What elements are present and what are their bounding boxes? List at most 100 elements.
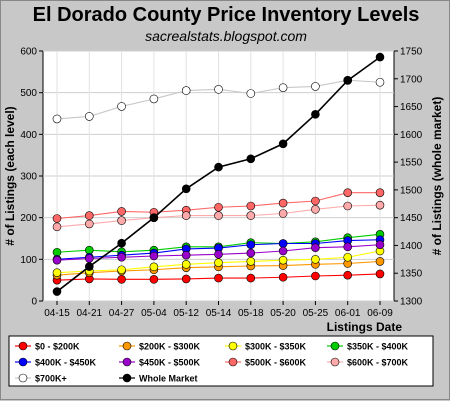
- y-right-tick-label: 1500: [400, 185, 423, 196]
- y-right-tick-label: 1350: [400, 269, 423, 280]
- data-point: [52, 268, 62, 277]
- y-right-tick-label: 1600: [400, 130, 423, 141]
- data-point: [214, 211, 223, 220]
- data-point: [117, 252, 126, 262]
- data-point: [278, 255, 288, 265]
- x-tick-label: 04-27: [109, 308, 135, 319]
- legend-swatch-marker: [18, 341, 28, 351]
- data-point: [85, 262, 94, 271]
- data-point: [311, 205, 320, 214]
- y-right-tick-label: 1750: [400, 47, 423, 58]
- data-point: [117, 102, 126, 111]
- data-point: [375, 240, 385, 250]
- data-point: [278, 239, 288, 248]
- data-point: [149, 251, 159, 261]
- data-point: [181, 250, 191, 260]
- legend-label: $0 - $200K: [35, 342, 80, 352]
- data-point: [278, 83, 288, 92]
- data-point: [117, 207, 126, 216]
- data-point: [117, 265, 126, 275]
- y-left-tick-label: 300: [20, 172, 37, 183]
- y-left-tick-label: 0: [31, 297, 37, 308]
- data-point: [52, 222, 62, 232]
- data-point: [278, 272, 288, 282]
- data-point: [278, 198, 288, 208]
- data-point: [117, 275, 126, 284]
- legend-swatch-marker: [228, 341, 238, 351]
- data-point: [246, 273, 256, 283]
- legend-label: $200K - $300K: [139, 342, 201, 352]
- data-point: [214, 85, 223, 94]
- data-point: [311, 255, 320, 264]
- data-point: [149, 262, 159, 272]
- legend-swatch-marker: [122, 357, 132, 367]
- data-point: [214, 273, 223, 283]
- data-point: [246, 201, 256, 211]
- data-point: [343, 270, 353, 280]
- data-point: [246, 154, 256, 164]
- legend-label: Whole Market: [139, 374, 198, 384]
- data-point: [52, 214, 62, 223]
- data-point: [214, 258, 223, 267]
- legend-swatch-marker: [122, 373, 132, 383]
- data-point: [375, 52, 385, 62]
- data-point: [278, 209, 288, 218]
- legend-label: $300K - $350K: [245, 342, 307, 352]
- y-right-tick-label: 1550: [400, 158, 423, 169]
- data-point: [181, 274, 191, 284]
- data-point: [246, 240, 256, 250]
- data-point: [52, 114, 62, 124]
- data-point: [214, 250, 223, 259]
- data-point: [117, 216, 126, 225]
- chart-subtitle: sacrealstats.blogspot.com: [145, 28, 307, 44]
- y-right-tick-label: 1300: [400, 297, 423, 308]
- legend-label: $350K - $400K: [347, 342, 409, 352]
- legend-swatch-marker: [330, 341, 340, 351]
- x-tick-label: 06-09: [367, 308, 393, 319]
- data-point: [375, 269, 385, 279]
- data-point: [85, 254, 94, 263]
- chart-title: El Dorado County Price Inventory Levels: [33, 4, 420, 26]
- data-point: [375, 200, 385, 210]
- data-point: [343, 76, 353, 85]
- data-point: [149, 94, 159, 104]
- x-tick-label: 06-01: [335, 308, 361, 319]
- data-point: [52, 287, 62, 296]
- data-point: [214, 162, 223, 172]
- data-point: [149, 275, 159, 284]
- y-right-tick-label: 1700: [400, 74, 423, 85]
- legend-label: $400K - $450K: [35, 358, 97, 368]
- data-point: [311, 271, 320, 281]
- data-point: [311, 243, 320, 252]
- y-left-tick-label: 400: [20, 130, 37, 141]
- data-point: [343, 188, 353, 197]
- x-tick-label: 05-04: [141, 308, 167, 319]
- legend-swatch-marker: [330, 357, 340, 367]
- legend-label: $500K - $600K: [245, 358, 307, 368]
- data-point: [246, 89, 256, 98]
- data-point: [375, 77, 385, 87]
- data-point: [278, 139, 288, 149]
- x-tick-label: 05-14: [206, 308, 232, 319]
- x-tick-label: 05-25: [303, 308, 329, 319]
- data-point: [246, 248, 256, 258]
- data-point: [181, 260, 191, 269]
- legend-swatch-marker: [122, 341, 132, 351]
- data-point: [375, 257, 385, 266]
- data-point: [85, 211, 94, 220]
- legend-swatch-marker: [18, 373, 28, 383]
- x-tick-label: 04-21: [77, 308, 103, 319]
- data-point: [181, 86, 191, 95]
- x-tick-label: 05-20: [270, 308, 296, 319]
- data-point: [149, 213, 159, 222]
- y-axis-right-label: # of Listings (whole market): [430, 97, 444, 256]
- legend-box: [8, 335, 434, 387]
- data-point: [85, 219, 94, 229]
- data-point: [343, 201, 353, 211]
- data-point: [278, 246, 288, 256]
- legend-swatch-marker: [228, 357, 238, 367]
- data-point: [52, 255, 62, 265]
- legend-swatch-marker: [18, 357, 28, 367]
- y-left-tick-label: 500: [20, 88, 37, 99]
